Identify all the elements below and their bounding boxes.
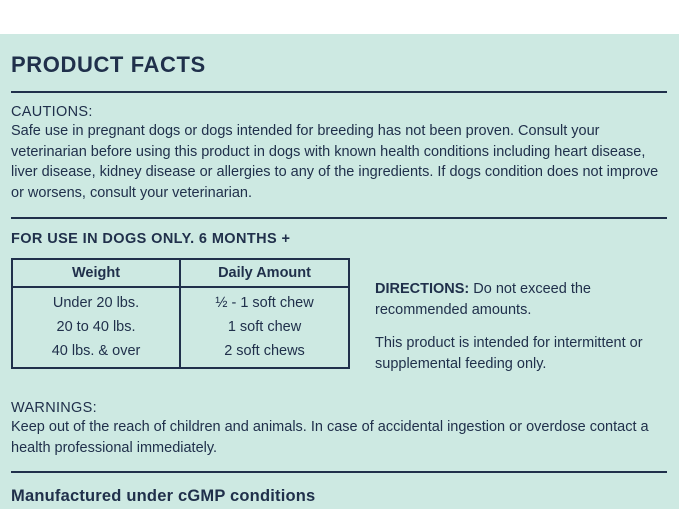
amount-cell: 2 soft chews [179,338,349,368]
amount-cell: ½ - 1 soft chew [179,286,349,315]
warnings-heading: WARNINGS: [11,399,97,416]
table-row: 40 lbs. & over 2 soft chews [12,338,349,368]
weight-cell: 20 to 40 lbs. [56,318,136,335]
directions-text: DIRECTIONS: Do not exceed the recommende… [375,279,667,320]
cgmp-statement: Manufactured under cGMP conditions [11,487,316,506]
directions-note: This product is intended for intermitten… [375,335,643,373]
cautions-heading: CAUTIONS: [11,104,93,120]
dosage-table-body: Under 20 lbs. ½ - 1 soft chew 20 to 40 l… [12,286,349,368]
cautions-text: Safe use in pregnant dogs or dogs intend… [11,123,659,202]
divider-above-footer [11,471,667,474]
weight-cell: Under 20 lbs. [52,294,140,311]
amount-cell: 1 soft chew [179,314,349,339]
directions-section: DIRECTIONS: Do not exceed the recommende… [375,258,667,388]
table-header-row: Weight Daily Amount [12,258,349,288]
table-row: 20 to 40 lbs. 1 soft chew [12,314,349,339]
header-weight: Weight [12,258,181,288]
divider-under-title [11,91,667,93]
header-daily-amount: Daily Amount [179,258,349,288]
top-white-strip [0,0,679,34]
directions-body: Do not exceed the recommended amounts. [375,280,591,318]
warnings-text: Keep out of the reach of children and an… [11,418,649,456]
divider-under-cautions [11,216,667,219]
label-content: PRODUCT FACTS CAUTIONS: Safe use in preg… [0,34,679,506]
dosage-table: Weight Daily Amount Under 20 lbs. ½ - 1 … [11,257,350,369]
warnings-section: WARNINGS: Keep out of the reach of child… [11,400,667,458]
cautions-section: CAUTIONS: Safe use in pregnant dogs or d… [11,104,667,204]
dosage-and-directions: Weight Daily Amount Under 20 lbs. ½ - 1 … [11,257,667,388]
directions-heading: DIRECTIONS: [375,280,470,297]
table-row: Under 20 lbs. ½ - 1 soft chew [12,286,349,315]
weight-cell: 40 lbs. & over [51,342,141,359]
page-title: PRODUCT FACTS [11,52,206,77]
dosage-table-header: Weight Daily Amount [12,258,349,288]
usage-statement: FOR USE IN DOGS ONLY. 6 MONTHS + [11,230,291,247]
